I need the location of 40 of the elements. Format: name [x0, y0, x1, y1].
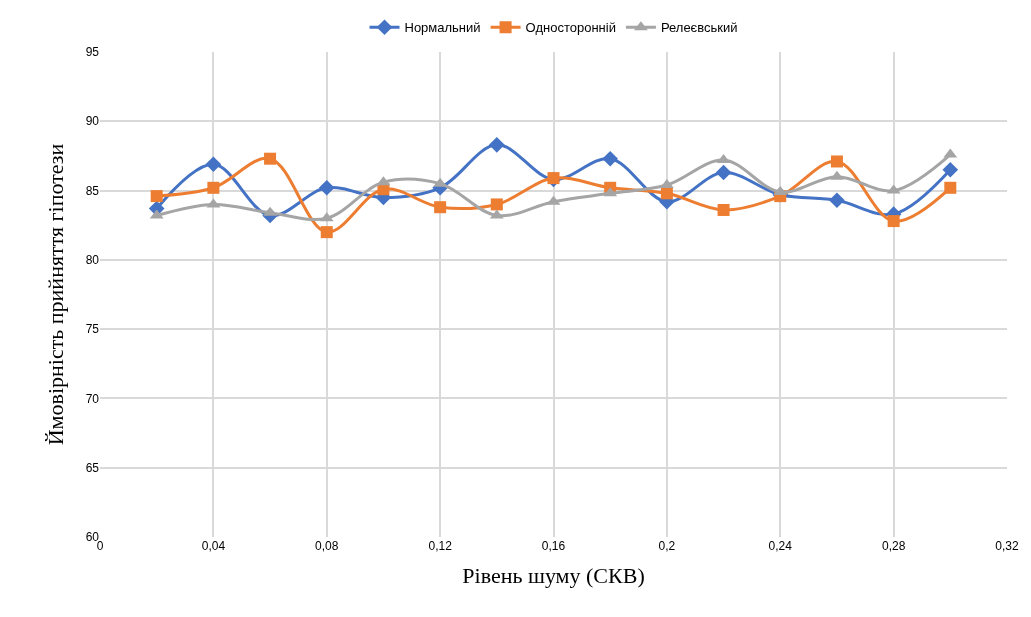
x-tick-label: 0,28 — [881, 539, 906, 553]
x-tick-label: 0,04 — [201, 539, 226, 553]
y-tick-label: 95 — [85, 45, 100, 60]
y-tick-label: 85 — [85, 183, 100, 198]
x-tick-label: 0,24 — [768, 539, 793, 553]
x-tick-label: 0,12 — [428, 539, 453, 553]
x-axis-title: Рівень шуму (СКВ) — [462, 562, 645, 588]
point — [660, 187, 673, 200]
point — [717, 203, 730, 216]
x-tick-label: 0,16 — [541, 539, 566, 553]
legend-label: Односторонній — [525, 20, 616, 36]
point — [263, 206, 277, 216]
y-tick-label: 70 — [85, 391, 100, 406]
point — [205, 156, 222, 173]
y-tick-label: 65 — [85, 460, 100, 475]
x-tick-label: 0,32 — [995, 539, 1019, 553]
point — [489, 137, 505, 153]
point — [944, 181, 957, 194]
point — [434, 201, 447, 214]
point — [490, 198, 503, 211]
point — [602, 150, 618, 167]
point — [264, 152, 277, 165]
point — [318, 180, 335, 196]
x-tick-label: 0,2 — [658, 539, 676, 553]
point — [150, 190, 163, 203]
legend-label: Релеєвський — [660, 20, 738, 36]
y-tick-label: 80 — [85, 253, 100, 268]
point — [942, 161, 959, 178]
point — [830, 170, 844, 180]
point — [830, 155, 843, 168]
point — [715, 164, 732, 181]
point — [320, 226, 333, 239]
point — [207, 181, 220, 194]
y-tick-label: 75 — [85, 322, 100, 337]
point — [829, 192, 845, 209]
x-tick-label: 0,08 — [315, 539, 339, 553]
point — [887, 215, 900, 228]
legend-label: Нормальний — [404, 20, 481, 36]
y-axis-title: Ймовірність прийняття гіпотези — [43, 143, 69, 446]
y-tick-label: 90 — [85, 114, 100, 129]
